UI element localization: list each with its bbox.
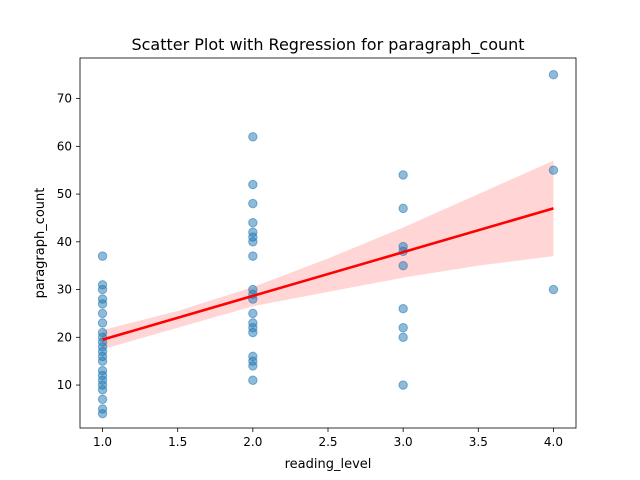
data-point-48: [398, 332, 408, 342]
x-tick-label-0: 1.0: [93, 435, 112, 449]
data-point-24: [248, 198, 258, 209]
y-axis-ticks: 10 20 30 40 50 60 70: [57, 92, 80, 392]
x-tick-label-4: 3.0: [394, 435, 413, 449]
y-tick-label-6: 70: [57, 92, 72, 106]
data-point-51: [548, 165, 559, 175]
y-tick-label-4: 50: [57, 187, 72, 201]
y-tick-label-2: 30: [57, 283, 72, 297]
data-point-36: [248, 327, 258, 338]
x-tick-label-3: 2.5: [318, 435, 337, 449]
data-point-13: [97, 356, 108, 366]
x-axis-ticks: 1.0 1.5 2.0 2.5 3.0 3.5 4.0: [93, 428, 563, 449]
confidence-band-layer: [102, 160, 554, 350]
data-point-28: [248, 237, 258, 247]
data-point-18: [97, 385, 108, 395]
data-point-45: [398, 260, 408, 271]
data-point-21: [97, 408, 108, 419]
chart-title: Scatter Plot with Regression for paragra…: [131, 35, 524, 55]
y-tick-label-3: 40: [57, 235, 72, 249]
data-point-41: [398, 170, 408, 180]
regression-line-layer: [102, 207, 554, 341]
x-tick-label-2: 2.0: [243, 435, 262, 449]
plot-area: [97, 70, 559, 419]
data-point-22: [248, 132, 258, 142]
x-tick-label-6: 4.0: [544, 435, 563, 449]
data-point-33: [248, 308, 258, 319]
x-tick-label-1: 1.5: [168, 435, 187, 449]
points-layer: [97, 70, 559, 419]
data-point-25: [248, 218, 258, 228]
y-tick-label-1: 20: [57, 330, 72, 344]
regression-line: [102, 207, 554, 341]
data-point-49: [398, 380, 408, 390]
y-tick-label-5: 60: [57, 139, 72, 153]
data-point-52: [548, 284, 559, 295]
data-point-40: [248, 375, 258, 385]
data-point-6: [97, 318, 108, 328]
x-tick-label-5: 3.5: [469, 435, 488, 449]
data-point-47: [398, 323, 408, 333]
data-point-50: [548, 70, 559, 80]
data-point-42: [398, 203, 408, 214]
data-point-23: [248, 179, 258, 190]
data-point-0: [97, 251, 108, 261]
data-point-5: [97, 308, 108, 319]
data-point-2: [97, 284, 108, 295]
x-axis-label: reading_level: [285, 457, 372, 472]
data-point-4: [97, 299, 108, 309]
y-tick-label-0: 10: [57, 378, 72, 392]
data-point-29: [248, 251, 258, 261]
data-point-39: [248, 361, 258, 371]
confidence-band: [102, 160, 554, 350]
data-point-19: [97, 394, 108, 405]
y-axis-label: paragraph_count: [33, 188, 48, 299]
data-point-46: [398, 303, 408, 314]
